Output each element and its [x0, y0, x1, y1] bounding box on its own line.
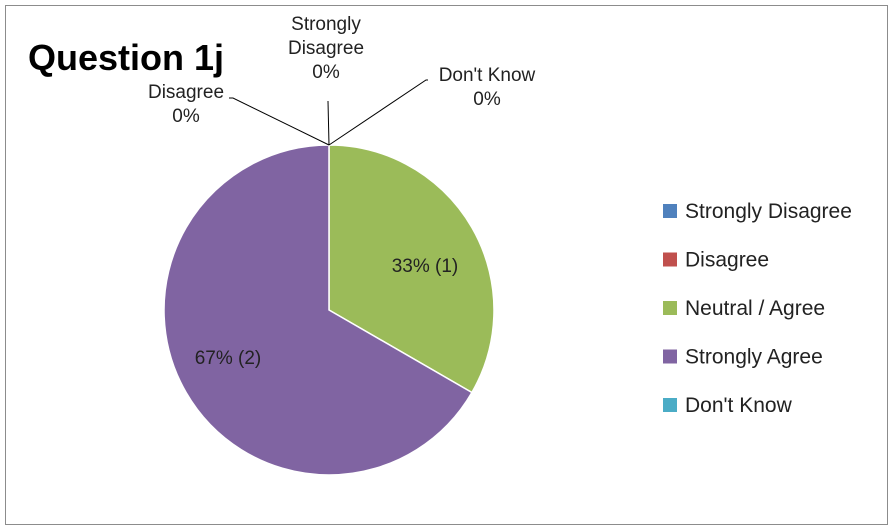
legend-item-don-t-know: Don't Know	[663, 394, 793, 417]
data-label-line: Disagree	[288, 38, 364, 59]
leader-line-don-t-know	[328, 79, 428, 146]
leader-line-strongly-disagree	[327, 100, 330, 146]
legend-item-neutral-agree: Neutral / Agree	[663, 297, 825, 320]
data-label-line: Strongly	[291, 14, 361, 35]
legend: Strongly Disagree Disagree Neutral / Agree…	[663, 200, 852, 417]
data-label-line: 33% (1)	[392, 256, 459, 277]
data-label-strongly-agree: 67% (2)	[195, 348, 262, 369]
legend-swatch	[663, 301, 677, 315]
legend-swatch	[663, 398, 677, 412]
legend-swatch	[663, 349, 677, 364]
legend-label: Neutral / Agree	[685, 297, 825, 320]
data-label-line: 0%	[473, 89, 501, 110]
data-label-line: 67% (2)	[195, 348, 262, 369]
legend-item-strongly-agree: Strongly Agree	[663, 346, 823, 369]
leader-lines	[229, 79, 428, 146]
leader-line-disagree	[229, 97, 330, 146]
slice-neutral-agree	[328, 144, 495, 394]
data-label-line: 0%	[312, 62, 340, 83]
chart-title: Question 1j	[28, 37, 224, 78]
pie-slices	[163, 144, 495, 476]
legend-item-strongly-disagree: Strongly Disagree	[663, 200, 852, 223]
legend-label: Don't Know	[685, 394, 793, 417]
legend-swatch	[663, 252, 677, 267]
data-label-neutral-agree: 33% (1)	[392, 256, 459, 277]
legend-label: Strongly Disagree	[685, 200, 852, 223]
data-label-don-t-know: Don't Know 0%	[439, 65, 536, 110]
legend-item-disagree: Disagree	[663, 249, 769, 272]
data-label-line: Disagree	[148, 82, 224, 103]
legend-label: Strongly Agree	[685, 346, 823, 369]
data-label-line: Don't Know	[439, 65, 536, 86]
slice-strongly-agree	[163, 144, 473, 476]
legend-swatch	[663, 204, 677, 218]
data-label-disagree: Disagree 0%	[148, 82, 224, 127]
legend-label: Disagree	[685, 249, 769, 272]
data-labels: Strongly Disagree 0% Disagree 0% 33% (1) 67% (…	[148, 14, 536, 369]
data-label-line: 0%	[172, 106, 200, 127]
data-label-strongly-disagree: Strongly Disagree 0%	[288, 14, 364, 83]
